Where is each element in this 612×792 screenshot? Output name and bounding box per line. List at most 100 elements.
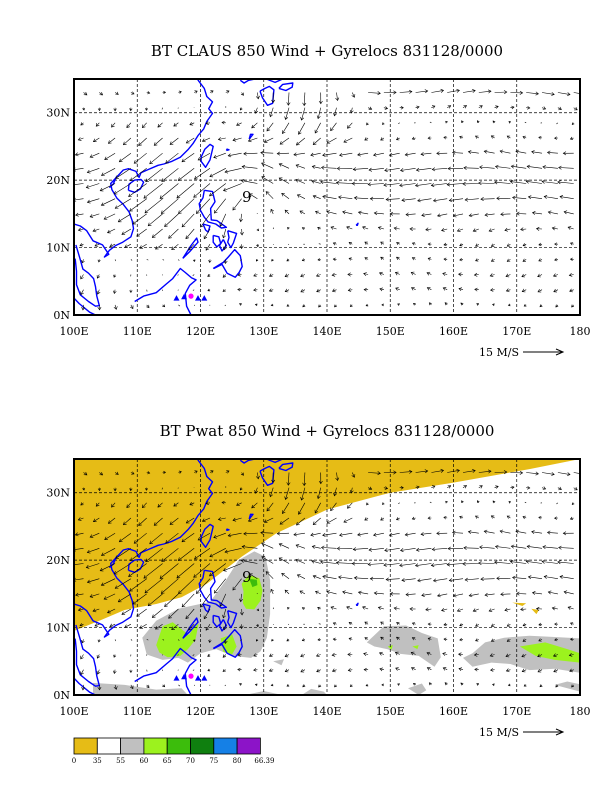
wind-vector (223, 563, 242, 571)
wind-vector (339, 532, 353, 536)
wind-vector-head (200, 603, 204, 608)
coastline (248, 513, 254, 520)
wind-vector (103, 593, 116, 600)
wind-vector-head (379, 287, 383, 292)
wind-vector-head (122, 521, 127, 526)
wind-vector (415, 486, 420, 488)
wind-vector (313, 195, 321, 199)
wind-vector-head (504, 227, 508, 232)
wind-vector-head (459, 257, 463, 262)
wind-vector-head (74, 532, 79, 537)
wind-vector (121, 228, 132, 235)
wind-vector-head (563, 590, 568, 595)
wind-vector-head (484, 212, 489, 217)
wind-vector (177, 487, 179, 489)
wind-vector (200, 213, 211, 228)
wind-vector-head (265, 191, 270, 195)
wind-vector (522, 516, 527, 519)
wind-vector-head (163, 90, 167, 95)
wind-vector-head (189, 501, 194, 506)
lon-tick-label: 160E (439, 705, 468, 718)
wind-vector (348, 622, 353, 625)
wind-vector-head (237, 273, 241, 277)
wind-vector-head (271, 258, 274, 262)
wind-vector-head (188, 626, 192, 631)
wind-vector-head (541, 559, 546, 564)
wind-vector (312, 546, 321, 549)
wind-vector (564, 211, 574, 215)
wind-vector-head (113, 488, 117, 492)
wind-vector-head (310, 532, 314, 537)
wind-vector-head (426, 667, 431, 671)
wind-vector (426, 272, 432, 275)
wind-vector-head (241, 544, 246, 549)
wind-vector (224, 684, 227, 687)
wind-vector-head (330, 226, 335, 230)
wind-vector-head (437, 213, 441, 218)
wind-vector-head (551, 606, 556, 611)
wind-vector-head (456, 468, 460, 473)
wind-vector-head (542, 486, 547, 490)
wind-vector-head (472, 469, 476, 473)
wind-vector (346, 226, 353, 230)
wind-vector-head (114, 205, 119, 209)
wind-vector-head (462, 561, 466, 566)
wind-vector-head (506, 243, 511, 247)
wind-vector-head (394, 271, 399, 276)
wind-vector-head (440, 468, 445, 473)
wind-vector (447, 563, 464, 565)
wind-vector-head (511, 485, 515, 490)
wind-vector (284, 274, 290, 277)
vector-key: 15 M/S (479, 346, 565, 359)
coastlines (74, 459, 359, 695)
wind-vector-head (126, 504, 130, 509)
wind-vector-head (320, 560, 324, 565)
wind-vector-head (192, 259, 196, 263)
wind-vector (313, 575, 321, 579)
wind-vector (336, 92, 338, 101)
wind-vector-head (431, 167, 436, 172)
wind-vector (314, 502, 321, 514)
wind-vector-head (414, 563, 419, 568)
wind-vector (277, 152, 290, 154)
wind-vector (279, 543, 290, 549)
wind-vector (364, 637, 369, 640)
tc-track-marks (173, 293, 208, 301)
colorbar-swatch (190, 737, 215, 755)
coastline (74, 459, 214, 638)
wind-vector (161, 578, 179, 594)
wind-vector (473, 608, 479, 612)
wind-vector-head (430, 183, 435, 188)
wind-vector-head (164, 223, 168, 227)
wind-vector-head (554, 136, 558, 140)
wind-vector-head (430, 563, 435, 568)
wind-vector-head (571, 684, 575, 688)
wind-vector (541, 472, 555, 475)
wind-vector (412, 137, 416, 140)
wind-vector-head (312, 574, 317, 579)
wind-vector (260, 532, 274, 534)
wind-vector (129, 198, 147, 212)
wind-vector-head (217, 517, 222, 521)
wind-vector-head (254, 110, 259, 114)
wind-vector-head (195, 210, 200, 214)
wind-vector-head (81, 306, 86, 311)
wind-vector-head (432, 198, 437, 203)
wind-vector-head (188, 246, 192, 251)
wind-vector-head (255, 475, 260, 480)
wind-vector (177, 107, 179, 109)
wind-vector (491, 243, 495, 247)
wind-vector (401, 198, 416, 201)
wind-vector (484, 593, 495, 596)
wind-vector (558, 547, 574, 549)
wind-vector-head (558, 106, 562, 111)
wind-vector (573, 487, 578, 491)
wind-vector (507, 639, 511, 642)
wind-vector-head (554, 257, 558, 262)
wind-vector-head (499, 149, 504, 154)
wind-vector-head (554, 516, 558, 520)
wind-vector (473, 228, 479, 232)
wind-vector-head (362, 606, 366, 610)
wind-vector (537, 669, 543, 673)
wind-vector-head (503, 90, 508, 95)
